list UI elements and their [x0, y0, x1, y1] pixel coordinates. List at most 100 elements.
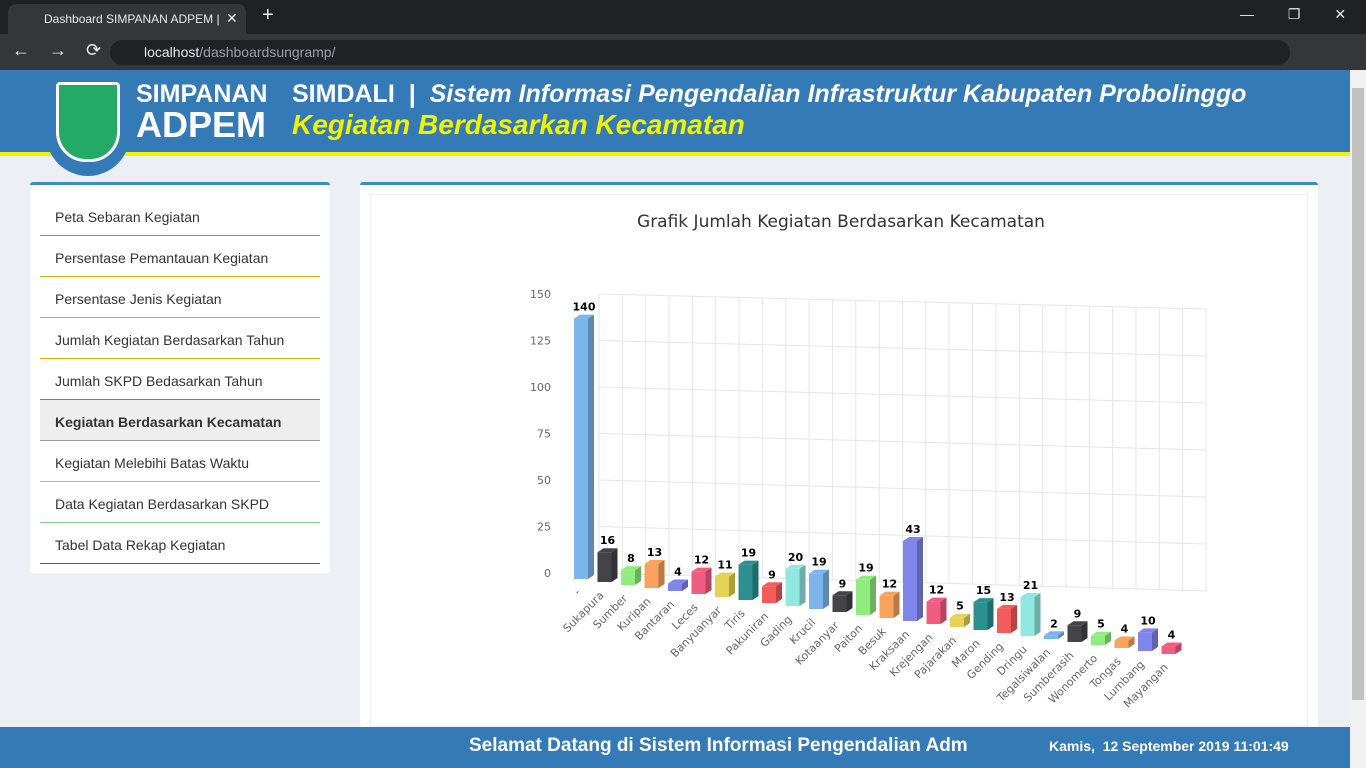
chart-box: Grafik Jumlah Kegiatan Berdasarkan Kecam…: [370, 194, 1308, 727]
tab[interactable]: Dashboard SIMPANAN ADPEM | ✕: [8, 4, 246, 34]
scroll-thumb[interactable]: [1352, 88, 1364, 700]
value-label: 4: [1168, 629, 1176, 642]
new-tab[interactable]: +: [262, 4, 274, 26]
bar-side: [964, 613, 970, 627]
bar: [668, 583, 682, 591]
bar-top: [574, 314, 594, 319]
bar: [1114, 640, 1129, 648]
address-bar[interactable]: localhost/dashboardsungramp/: [110, 40, 1290, 65]
sidebar: Peta Sebaran Kegiatan Persentase Pemantau…: [30, 182, 330, 573]
bar-top: [926, 597, 947, 602]
bar-side: [611, 548, 618, 582]
bar-side: [1152, 628, 1158, 651]
bar-top: [903, 537, 923, 542]
y-tick-label: 125: [530, 335, 551, 348]
value-label: 8: [627, 552, 635, 565]
menu-item[interactable]: Peta Sebaran Kegiatan: [40, 195, 320, 236]
bar-side: [893, 591, 900, 618]
bar: [1091, 635, 1105, 645]
y-tick-label: 50: [537, 474, 551, 487]
menu-item[interactable]: Persentase Jenis Kegiatan: [40, 277, 320, 318]
bar: [785, 568, 800, 606]
value-label: 9: [839, 577, 847, 590]
grid-line: [598, 293, 1207, 310]
nav-buttons[interactable]: ← → ⟳: [12, 40, 102, 60]
bar-top: [597, 548, 618, 553]
url-path: /dashboardsungramp/: [199, 44, 336, 60]
bar-side: [752, 560, 759, 600]
bar-side: [799, 564, 806, 606]
bar: [762, 586, 776, 603]
value-label: 13: [999, 591, 1014, 604]
grid-line: [598, 386, 1207, 404]
value-label: 4: [1121, 623, 1129, 636]
bar-side: [705, 567, 712, 594]
brand-line2: ADPEM: [136, 104, 267, 145]
bar: [1161, 646, 1176, 654]
bar-side: [823, 569, 829, 609]
bar-top: [738, 560, 759, 565]
bar: [715, 576, 729, 597]
value-label: 9: [1074, 607, 1082, 620]
value-label: 20: [788, 551, 804, 564]
bar-side: [846, 591, 853, 612]
tab-close[interactable]: ✕: [226, 10, 238, 26]
bar-side: [658, 559, 665, 588]
bar-side: [1034, 592, 1041, 636]
value-label: 15: [976, 584, 991, 597]
bar-top: [1114, 636, 1135, 641]
value-label: 12: [882, 578, 897, 591]
bar-top: [621, 566, 641, 571]
app-name: SIMDALI: [292, 80, 395, 108]
bar: [997, 608, 1011, 633]
header: [0, 70, 1350, 156]
bar-top: [809, 569, 829, 574]
bar: [809, 573, 823, 609]
bar: [903, 541, 917, 621]
header-subtitle: Kegiatan Berdasarkan Kecamatan: [292, 109, 745, 140]
panel: [360, 182, 1318, 727]
value-label: 11: [717, 559, 732, 572]
grid-line: [598, 479, 1207, 498]
y-tick-label: 100: [530, 381, 551, 394]
value-label: 9: [768, 568, 776, 581]
bar: [950, 617, 964, 627]
separator: |: [408, 80, 416, 108]
title: Sistem Informasi Pengendalian Infrastruk…: [429, 80, 1247, 108]
bar-side: [870, 575, 876, 615]
grid-line: [598, 433, 1207, 451]
menu-item[interactable]: Kegiatan Melebihi Batas Waktu: [40, 441, 320, 482]
menu-item[interactable]: Kegiatan Berdasarkan Kecamatan: [40, 400, 320, 441]
bar-top: [997, 604, 1017, 609]
bar-top: [1091, 631, 1111, 636]
menu-item[interactable]: Tabel Data Rekap Kegiatan: [40, 523, 320, 564]
bar-side: [1058, 631, 1064, 639]
grid-line: [598, 340, 1207, 357]
bar-top: [879, 591, 900, 596]
y-tick-label: 75: [537, 428, 551, 441]
value-label: 13: [647, 546, 662, 559]
bar: [691, 571, 706, 594]
bar: [879, 595, 894, 618]
bar: [1138, 632, 1152, 651]
bar: [856, 579, 870, 615]
bar: [1067, 625, 1082, 642]
menu-item[interactable]: Persentase Pemantauan Kegiatan: [40, 236, 320, 277]
url-host: localhost: [144, 44, 200, 60]
bar: [1044, 635, 1058, 639]
bar: [1020, 596, 1035, 636]
menu-item[interactable]: Jumlah SKPD Bedasarkan Tahun: [40, 359, 320, 400]
bar-top: [644, 559, 665, 564]
grid-line: [598, 526, 1207, 545]
bar: [574, 318, 588, 579]
bar-top: [1044, 631, 1064, 636]
window-controls[interactable]: — ❐ ✕: [1240, 6, 1347, 22]
menu-item[interactable]: Data Kegiatan Berdasarkan SKPD: [40, 482, 320, 523]
bar-top: [973, 598, 994, 603]
value-label: 140: [573, 301, 596, 314]
menu-item[interactable]: Jumlah Kegiatan Berdasarkan Tahun: [40, 318, 320, 359]
y-tick-label: 150: [530, 288, 551, 301]
bar-top: [950, 613, 970, 618]
bar: [926, 601, 941, 624]
bar: [621, 570, 635, 585]
